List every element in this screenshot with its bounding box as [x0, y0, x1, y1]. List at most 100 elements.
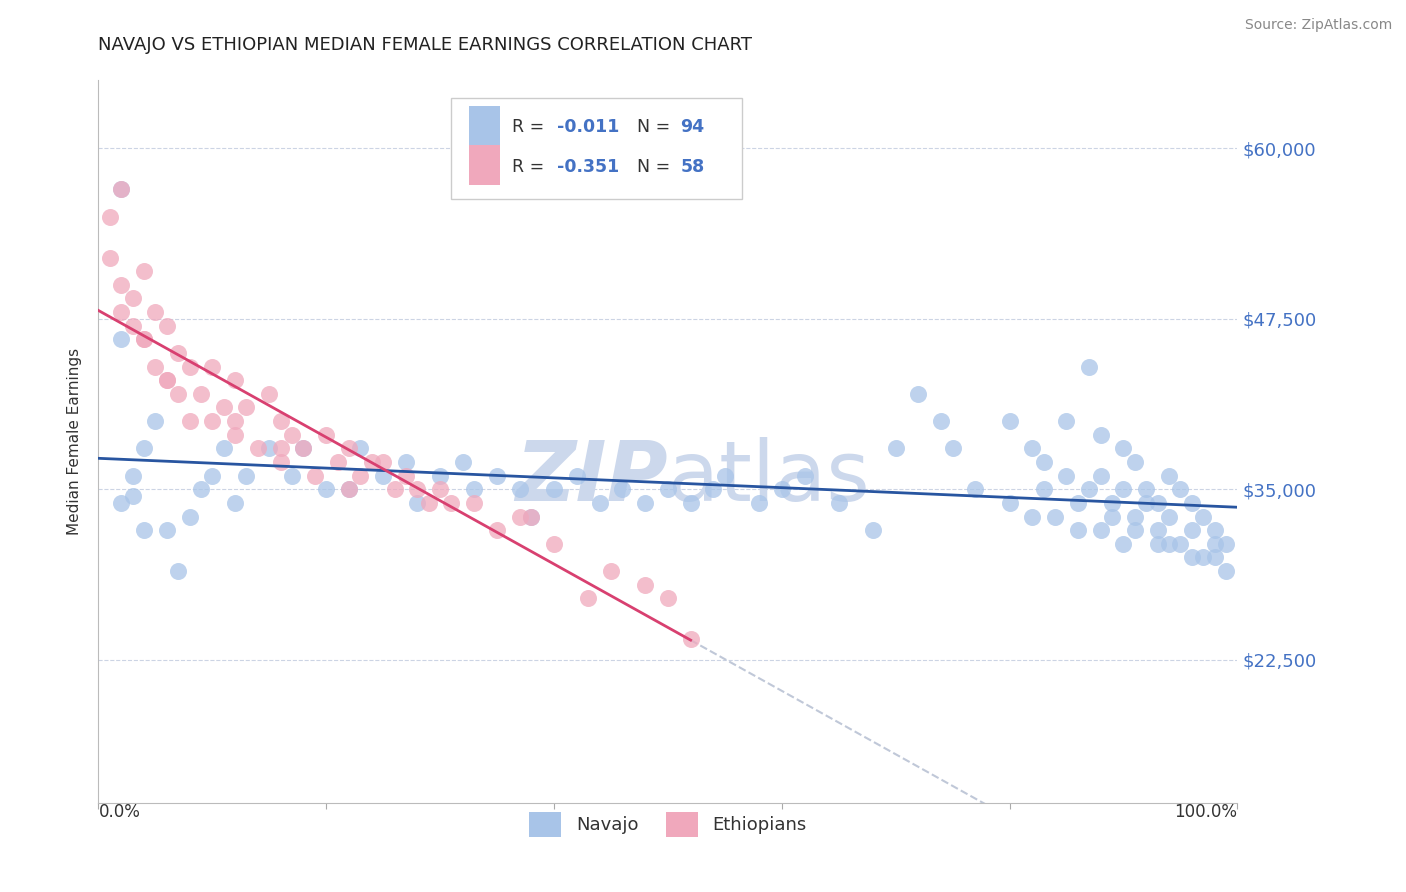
Point	[1204, 523, 1226, 537]
Point	[1181, 496, 1204, 510]
Point	[337, 482, 360, 496]
Text: R =: R =	[512, 119, 550, 136]
Point	[1123, 455, 1146, 469]
Point	[246, 442, 269, 456]
Point	[1067, 523, 1090, 537]
Point	[395, 468, 418, 483]
Point	[384, 482, 406, 496]
Point	[907, 387, 929, 401]
Point	[1054, 414, 1078, 428]
Point	[1157, 509, 1180, 524]
Point	[1101, 496, 1123, 510]
Point	[1215, 537, 1237, 551]
Point	[1067, 496, 1090, 510]
Point	[281, 427, 304, 442]
Point	[1101, 509, 1123, 524]
Point	[1032, 482, 1054, 496]
Point	[121, 468, 143, 483]
Point	[1170, 537, 1192, 551]
Point	[965, 482, 987, 496]
Point	[145, 305, 167, 319]
Point	[1032, 455, 1054, 469]
Point	[132, 264, 155, 278]
Point	[190, 387, 212, 401]
Point	[212, 442, 235, 456]
Point	[1078, 359, 1101, 374]
Text: R =: R =	[512, 158, 550, 176]
Point	[1204, 550, 1226, 565]
Point	[110, 182, 132, 196]
Point	[1043, 509, 1066, 524]
Point	[520, 509, 543, 524]
Y-axis label: Median Female Earnings: Median Female Earnings	[67, 348, 83, 535]
Point	[679, 632, 702, 647]
Point	[1112, 537, 1135, 551]
Point	[565, 468, 588, 483]
Point	[1123, 509, 1146, 524]
Point	[998, 496, 1021, 510]
Point	[326, 455, 349, 469]
Point	[110, 277, 132, 292]
Point	[1215, 564, 1237, 578]
Point	[167, 346, 190, 360]
Point	[132, 332, 155, 346]
Point	[1192, 550, 1215, 565]
Point	[793, 468, 815, 483]
Point	[714, 468, 737, 483]
Point	[702, 482, 724, 496]
Point	[929, 414, 952, 428]
Point	[1078, 482, 1101, 496]
Point	[132, 442, 155, 456]
Point	[1090, 427, 1112, 442]
Point	[1021, 442, 1043, 456]
Point	[600, 564, 623, 578]
Point	[463, 482, 485, 496]
Text: N =: N =	[637, 119, 676, 136]
Point	[679, 496, 702, 510]
Text: atlas: atlas	[668, 437, 869, 518]
Point	[418, 496, 440, 510]
Point	[132, 332, 155, 346]
Text: N =: N =	[637, 158, 676, 176]
Point	[543, 537, 565, 551]
Point	[486, 468, 509, 483]
Point	[406, 482, 429, 496]
Point	[1054, 468, 1078, 483]
Point	[110, 305, 132, 319]
Point	[884, 442, 907, 456]
Point	[167, 387, 190, 401]
FancyBboxPatch shape	[451, 98, 742, 200]
Point	[828, 496, 851, 510]
Point	[224, 414, 246, 428]
Point	[1090, 468, 1112, 483]
Point	[486, 523, 509, 537]
Point	[371, 468, 394, 483]
Point	[145, 414, 167, 428]
Text: 100.0%: 100.0%	[1174, 803, 1237, 821]
Point	[429, 468, 451, 483]
Point	[201, 359, 224, 374]
Point	[748, 496, 770, 510]
Point	[259, 442, 281, 456]
Point	[1157, 537, 1180, 551]
Point	[1157, 468, 1180, 483]
Point	[224, 427, 246, 442]
Point	[360, 455, 382, 469]
Point	[98, 210, 121, 224]
Point	[349, 468, 371, 483]
Point	[576, 591, 599, 606]
Point	[395, 455, 418, 469]
Text: 58: 58	[681, 158, 704, 176]
Point	[463, 496, 485, 510]
Point	[634, 496, 657, 510]
Point	[235, 401, 257, 415]
Point	[349, 442, 371, 456]
Point	[998, 414, 1021, 428]
Point	[1123, 523, 1146, 537]
FancyBboxPatch shape	[468, 105, 501, 145]
Point	[1181, 523, 1204, 537]
Point	[156, 318, 179, 333]
Point	[862, 523, 884, 537]
Text: -0.351: -0.351	[557, 158, 620, 176]
Point	[451, 455, 474, 469]
